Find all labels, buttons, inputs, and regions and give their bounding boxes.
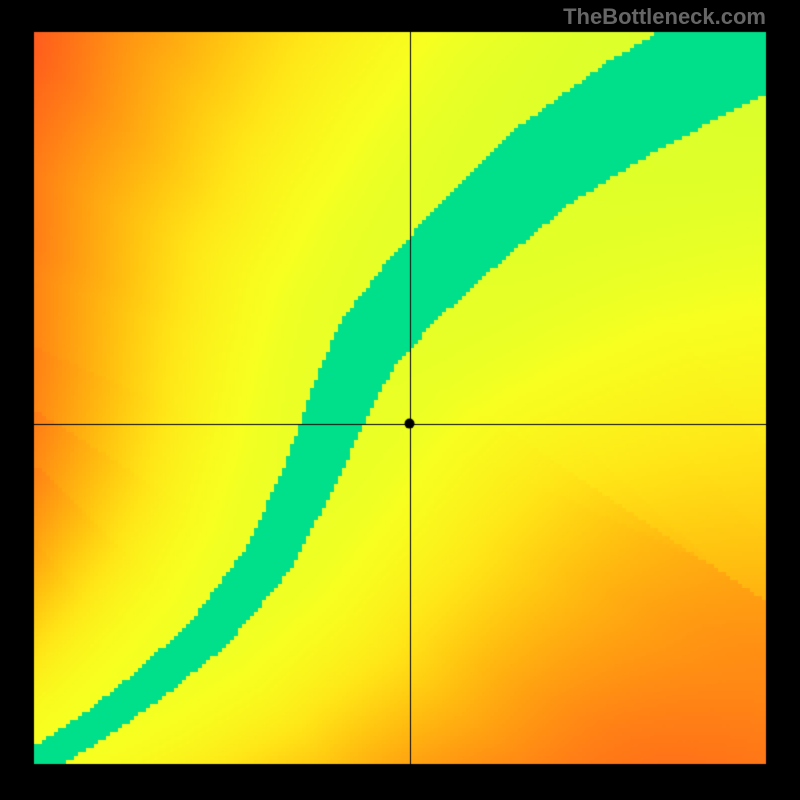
heatmap-canvas (0, 0, 800, 800)
watermark-text: TheBottleneck.com (563, 4, 766, 30)
chart-container: TheBottleneck.com (0, 0, 800, 800)
